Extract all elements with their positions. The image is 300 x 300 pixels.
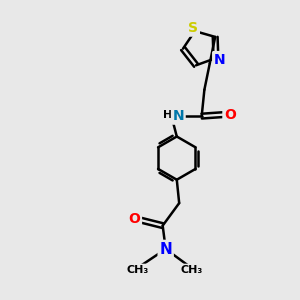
- Text: N: N: [159, 242, 172, 256]
- Text: O: O: [128, 212, 140, 226]
- Text: CH₃: CH₃: [180, 265, 202, 275]
- Text: N: N: [172, 109, 184, 123]
- Text: S: S: [188, 21, 198, 35]
- Text: H: H: [163, 110, 172, 120]
- Text: N: N: [214, 52, 225, 67]
- Text: CH₃: CH₃: [127, 265, 149, 275]
- Text: O: O: [224, 108, 236, 122]
